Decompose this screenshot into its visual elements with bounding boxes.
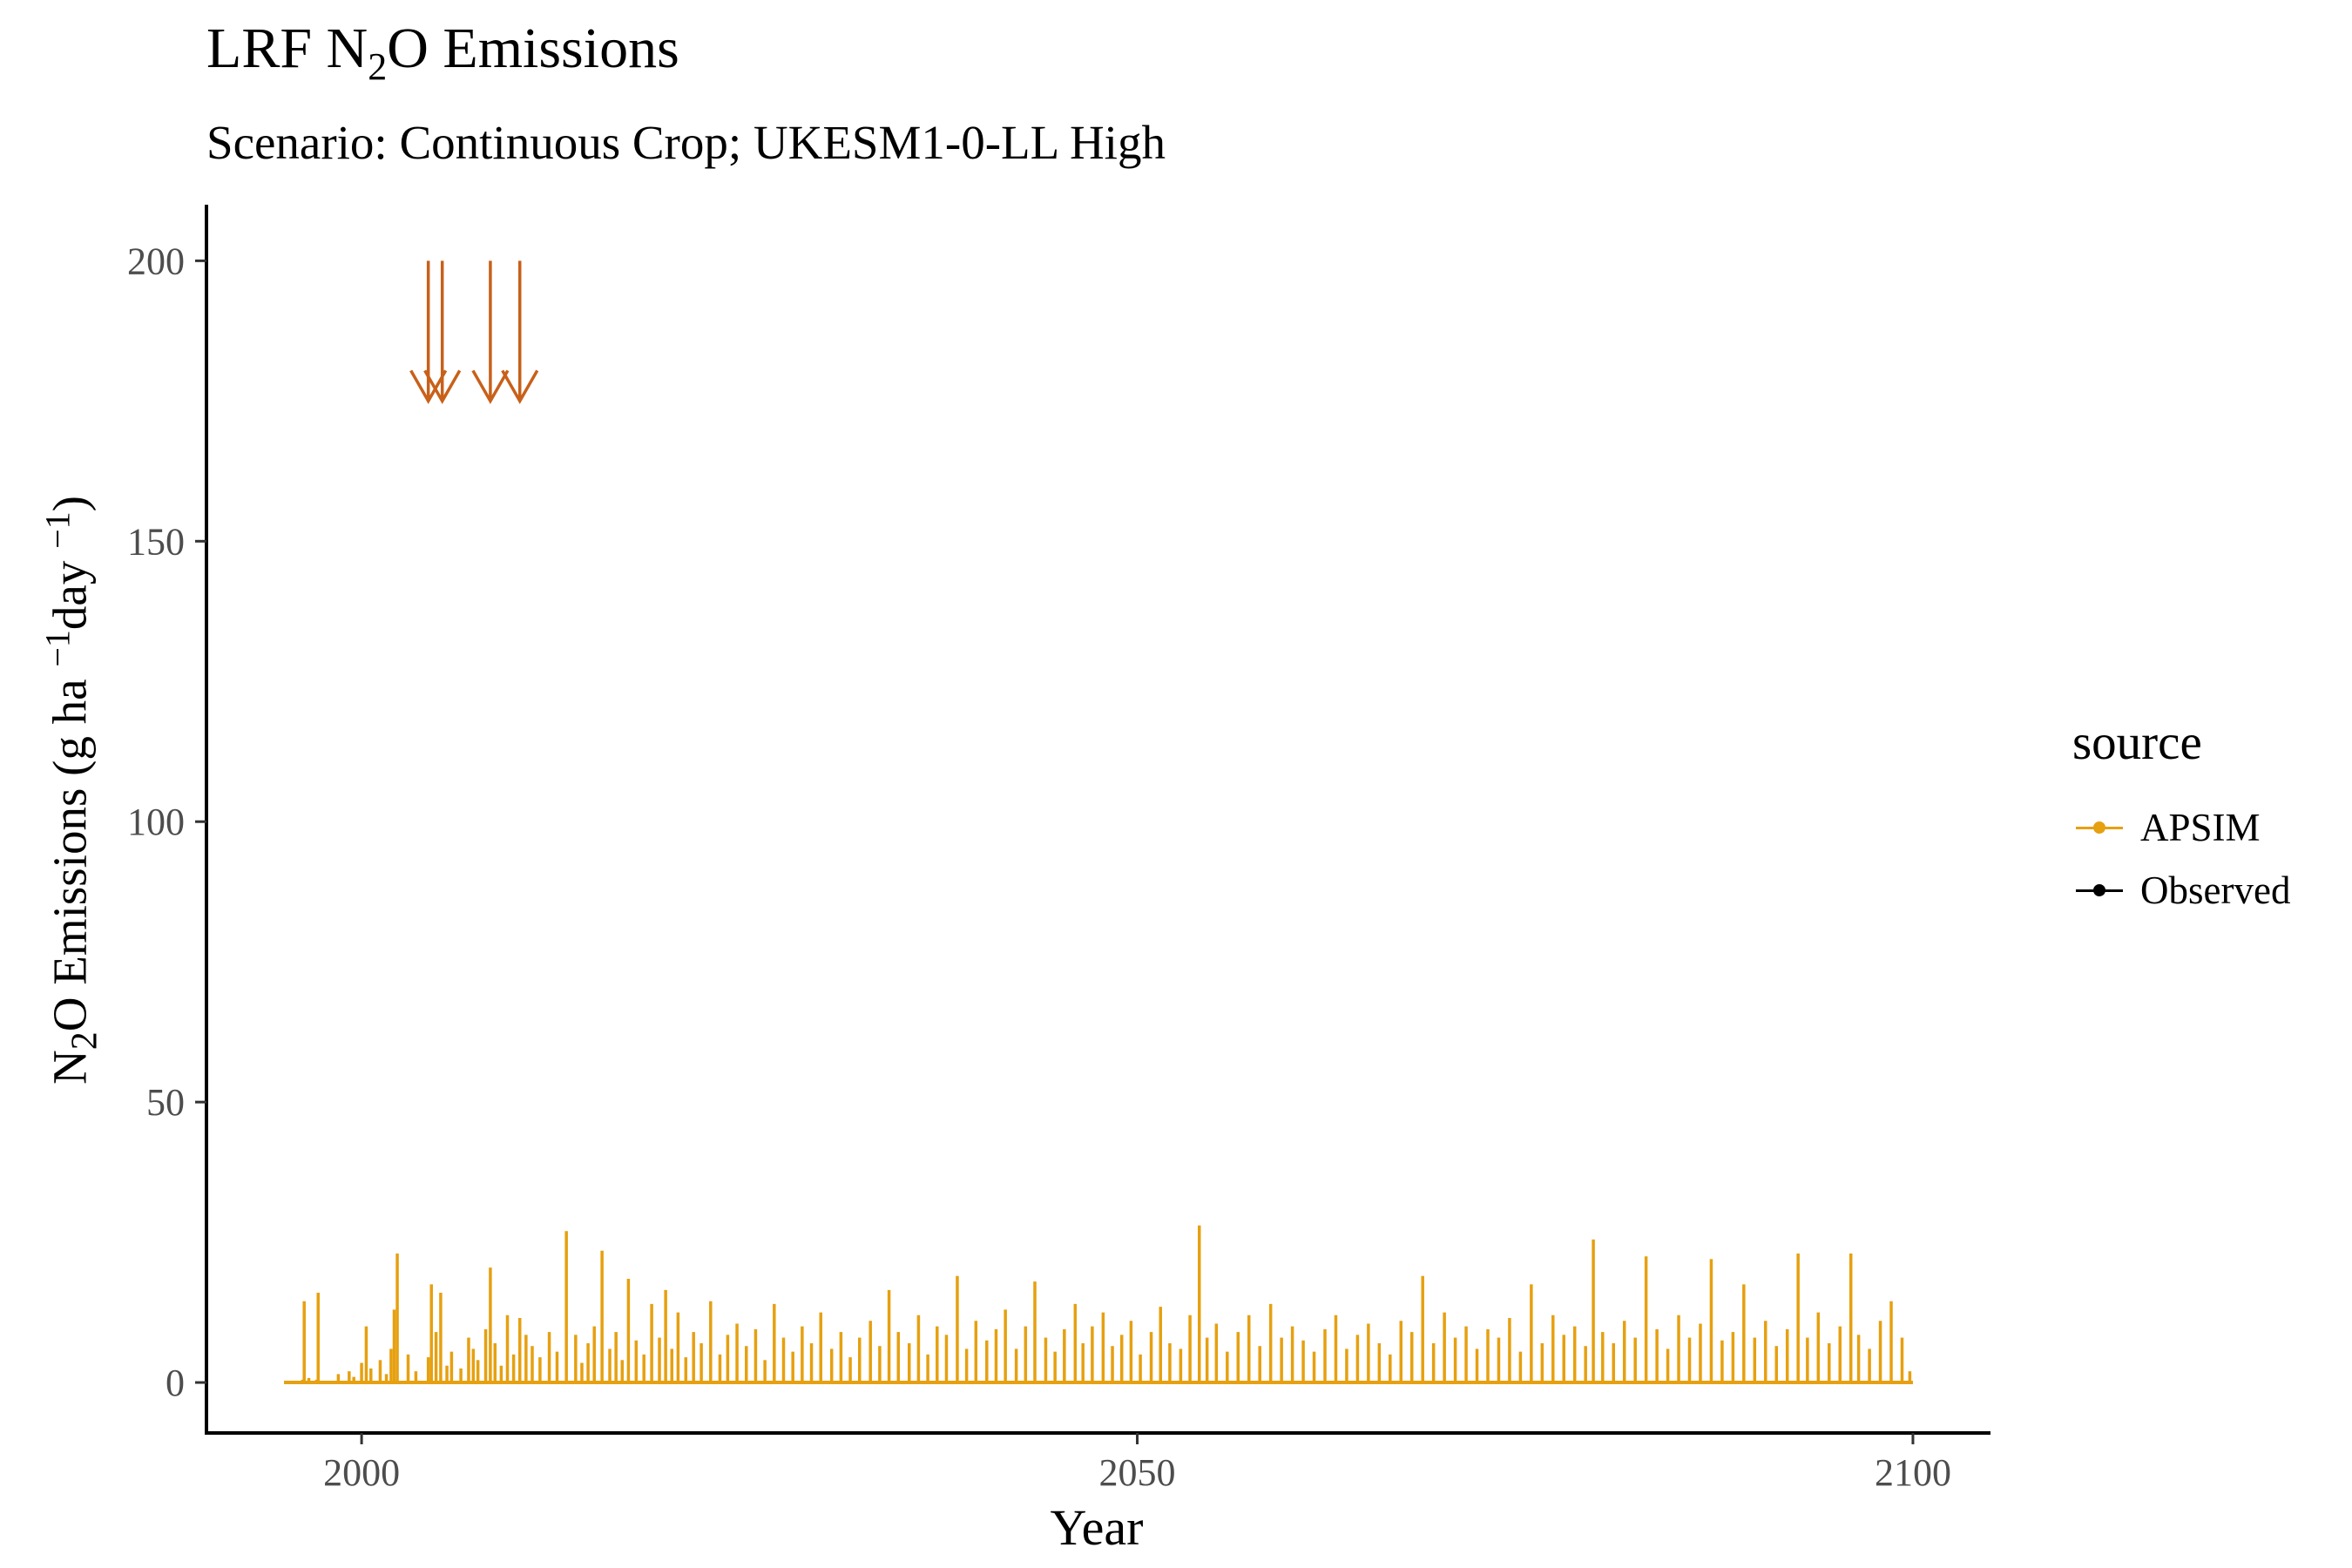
legend-item-observed: Observed [2074,864,2290,916]
fertilizer-arrows [409,260,539,404]
arrow-annotation [471,260,510,404]
series-apsim [284,1225,1913,1385]
legend-key-observed [2074,864,2125,916]
y-tick-label: 200 [127,240,185,282]
legend-label-apsim: APSIM [2140,806,2261,849]
legend-item-apsim: APSIM [2074,801,2261,854]
x-tick-label: 2100 [1875,1451,1951,1494]
legend-key-apsim [2074,801,2125,854]
x-axis-label: Year [1050,1499,1144,1556]
y-tick-label: 100 [127,801,185,843]
arrow-head [501,369,539,404]
arrow-head [423,369,462,404]
legend-label-observed: Observed [2140,868,2291,912]
axes: 0 50 100 150 200 2000 2050 2100 [127,205,1990,1494]
arrow-head [471,369,510,404]
y-axis-label: N2O Emissions (g ha −1day −1) [37,496,105,1085]
x-tick-label: 2000 [323,1451,400,1494]
x-tick-label: 2050 [1099,1451,1176,1494]
legend-title: source [2072,715,2202,770]
series-layer [284,1225,1913,1385]
arrow-annotation [409,260,448,404]
y-tick-label: 50 [146,1081,185,1124]
chart-title: LRF N2O Emissions [206,17,679,89]
arrow-annotation [423,260,462,404]
chart-subtitle: Scenario: Continuous Crop; UKESM1-0-LL H… [206,116,1166,169]
arrow-annotation [501,260,539,404]
y-tick-label: 0 [166,1362,185,1404]
y-tick-label: 150 [127,520,185,563]
arrow-head [409,369,448,404]
